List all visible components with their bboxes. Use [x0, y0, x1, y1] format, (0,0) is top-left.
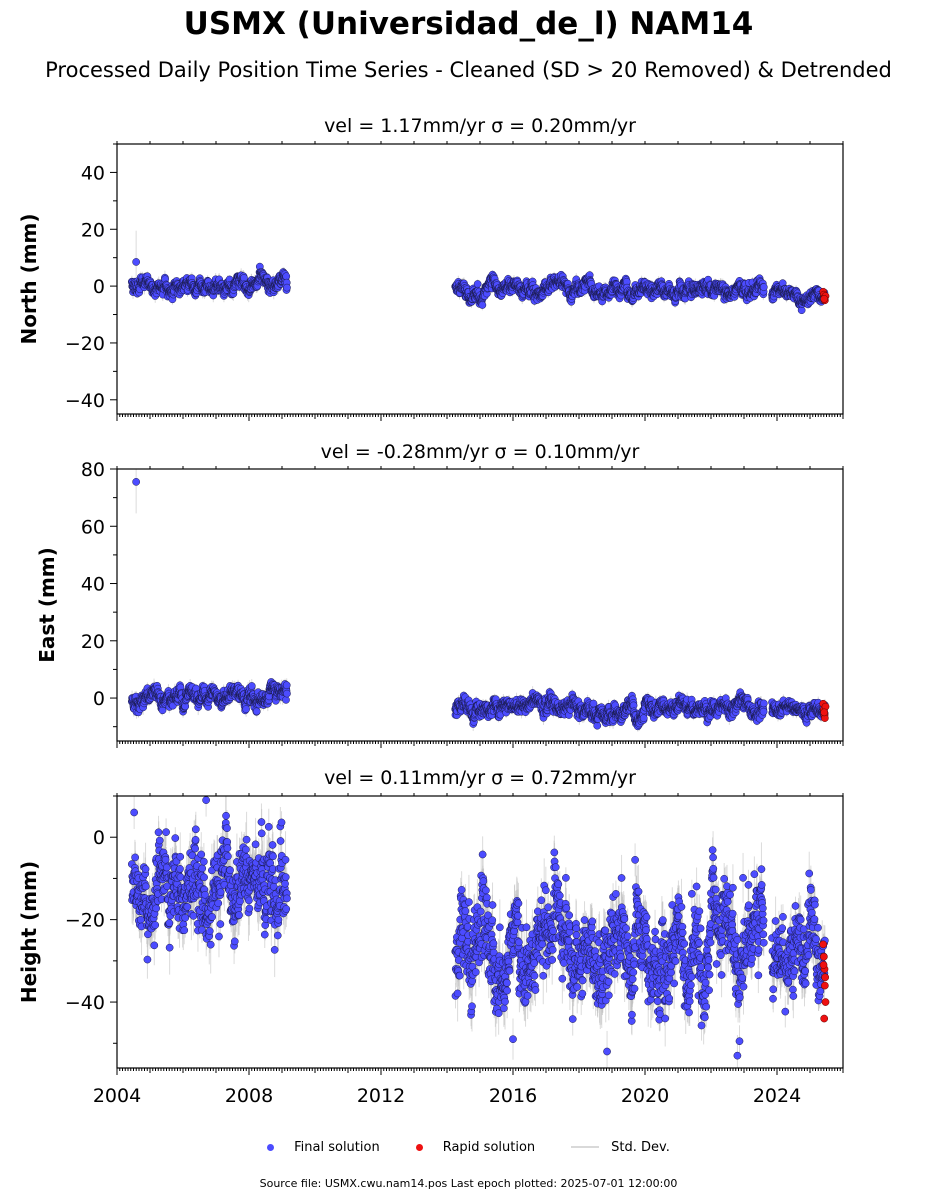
rapid-point — [820, 295, 829, 303]
final-point — [759, 283, 768, 291]
final-point — [478, 301, 487, 309]
y-tick-label: −20 — [65, 333, 105, 355]
y-tick-label: 0 — [93, 276, 105, 298]
panel-title: vel = 1.17mm/yr σ = 0.20mm/yr — [324, 115, 636, 137]
final-point — [282, 272, 291, 281]
final-point — [473, 280, 482, 288]
y-tick-label: 20 — [81, 219, 105, 241]
final-point — [240, 274, 248, 282]
final-point — [283, 283, 291, 292]
chart-title: USMX (Universidad_de_l) NAM14 — [183, 6, 754, 42]
panel-1: −40 −20 0 20 40 vel = 1.17mm/yr σ = 0.20mm/yr… — [17, 115, 844, 421]
panel-data — [128, 230, 830, 315]
chart-subtitle: Processed Daily Position Time Series - C… — [45, 58, 892, 82]
y-tick-label: −40 — [65, 390, 105, 412]
final-point — [132, 258, 140, 266]
rapid-solution-points — [819, 287, 830, 305]
y-tick-label: 40 — [81, 162, 105, 184]
panel-data — [128, 469, 830, 732]
y-axis-label: North (mm) — [17, 213, 41, 344]
final-solution-points — [128, 258, 829, 315]
